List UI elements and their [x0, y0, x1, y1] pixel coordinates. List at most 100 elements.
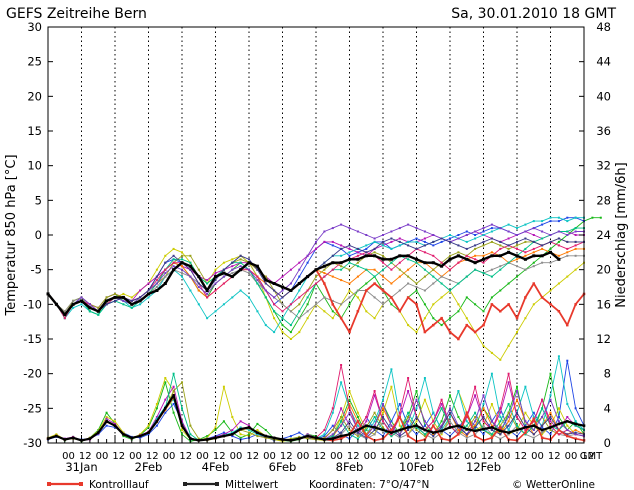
temp-control-point — [356, 310, 360, 313]
precip-control-point — [473, 434, 477, 438]
temp-ensemble-point — [490, 237, 493, 240]
temp-ensemble-point — [206, 282, 209, 285]
precip-ensemble-point — [256, 422, 259, 425]
precip-mean-point — [540, 428, 544, 432]
x-hour-label: 12 — [414, 451, 427, 462]
temp-mean-point — [281, 285, 284, 289]
precip-ensemble-point — [432, 433, 435, 436]
temp-ensemble-point — [549, 247, 552, 250]
y-left-tick-label: 20 — [27, 89, 42, 103]
temp-ensemble-point — [423, 237, 426, 240]
precip-mean-point — [231, 433, 234, 436]
precip-ensemble-point — [256, 435, 259, 438]
temp-ensemble-point — [557, 254, 560, 257]
temp-ensemble-point — [264, 289, 267, 292]
x-hour-label: 00 — [565, 451, 578, 462]
precip-ensemble-point — [440, 398, 443, 401]
temp-ensemble-point — [63, 317, 66, 320]
precip-ensemble-point — [541, 407, 544, 410]
temp-ensemble-point — [315, 240, 317, 243]
temp-ensemble-point — [482, 244, 485, 247]
temp-ensemble-point — [365, 251, 368, 254]
temp-control-point — [540, 296, 544, 299]
precip-ensemble-point — [549, 398, 552, 401]
legend-mittel-label: Mittelwert — [225, 479, 278, 490]
precip-ensemble-point — [465, 420, 468, 423]
temp-ensemble-point — [474, 234, 477, 236]
temp-ensemble-point — [490, 251, 493, 254]
temp-ensemble-point — [474, 247, 477, 250]
y-right-tick-label: 4 — [604, 401, 611, 415]
temp-ensemble-point — [181, 272, 183, 275]
precip-ensemble-point — [457, 390, 460, 392]
temp-ensemble-point — [599, 216, 602, 219]
precip-control-point — [339, 437, 343, 440]
temp-ensemble-point — [474, 237, 477, 240]
x-hour-label: 12 — [179, 451, 192, 462]
temp-ensemble-point — [423, 303, 426, 306]
precip-ensemble-point — [524, 411, 527, 414]
precip-ensemble-point — [457, 429, 460, 431]
precip-ensemble-point — [356, 431, 359, 434]
temp-ensemble-point — [231, 268, 234, 271]
y-right-tick-label: 48 — [596, 20, 611, 34]
y-left-tick-label: -5 — [31, 263, 42, 277]
precip-ensemble-point — [482, 420, 485, 423]
precip-mean-point — [298, 437, 301, 440]
temp-ensemble-point — [114, 299, 116, 302]
precip-ensemble-point — [390, 435, 393, 438]
precip-ensemble-point — [415, 433, 418, 436]
y-left-tick-label: 5 — [35, 193, 42, 207]
temp-ensemble-point — [440, 296, 443, 299]
temp-ensemble-point — [155, 282, 158, 285]
precip-ensemble-point — [532, 416, 535, 418]
temp-ensemble-point — [432, 268, 435, 271]
precip-mean-point — [482, 427, 485, 431]
precip-ensemble-point — [373, 390, 376, 392]
temp-mean-point — [289, 289, 293, 292]
precip-ensemble-point — [432, 420, 435, 423]
precip-mean-point — [557, 422, 561, 426]
precip-mean-point — [490, 426, 494, 429]
temp-ensemble-point — [155, 268, 158, 271]
precip-ensemble-point — [122, 431, 125, 434]
temp-ensemble-point — [139, 303, 142, 306]
temp-mean-point — [448, 257, 452, 261]
temp-ensemble-point — [499, 247, 502, 250]
precip-ensemble-point — [532, 429, 535, 431]
precip-ensemble-point — [382, 403, 384, 405]
temp-mean-point — [381, 257, 385, 261]
temp-ensemble-point — [474, 303, 477, 306]
precip-ensemble-point — [432, 435, 435, 438]
temp-ensemble-point — [449, 279, 451, 282]
x-hour-label: 12 — [347, 451, 360, 462]
temp-control-point — [549, 303, 552, 306]
precip-mean-point — [574, 422, 577, 426]
temp-control-point — [482, 323, 485, 327]
temp-ensemble-point — [231, 272, 234, 275]
precip-ensemble-point — [155, 403, 158, 405]
temp-ensemble-point — [298, 289, 301, 292]
precip-ensemble-point — [482, 407, 485, 410]
precip-ensemble-point — [340, 431, 343, 434]
temp-ensemble-point — [315, 275, 317, 278]
temp-ensemble-point — [298, 317, 301, 320]
temp-ensemble-point — [181, 251, 183, 254]
temp-ensemble-point — [516, 247, 518, 250]
precip-ensemble-point — [507, 420, 510, 423]
temp-ensemble-point — [482, 344, 485, 347]
temp-mean-point — [398, 254, 402, 258]
x-hour-label: 12 — [146, 451, 159, 462]
precip-ensemble-point — [541, 426, 544, 429]
temp-ensemble-point — [365, 268, 368, 271]
precip-ensemble-point — [248, 433, 250, 436]
temp-mean-point — [523, 257, 527, 261]
temp-ensemble-point — [348, 268, 351, 271]
temp-ensemble-point — [532, 227, 535, 230]
temp-ensemble-point — [105, 303, 108, 306]
temp-ensemble-point — [432, 240, 435, 243]
precip-ensemble-point — [390, 385, 393, 388]
precip-control-point — [524, 431, 527, 434]
temp-ensemble-point — [289, 324, 292, 327]
